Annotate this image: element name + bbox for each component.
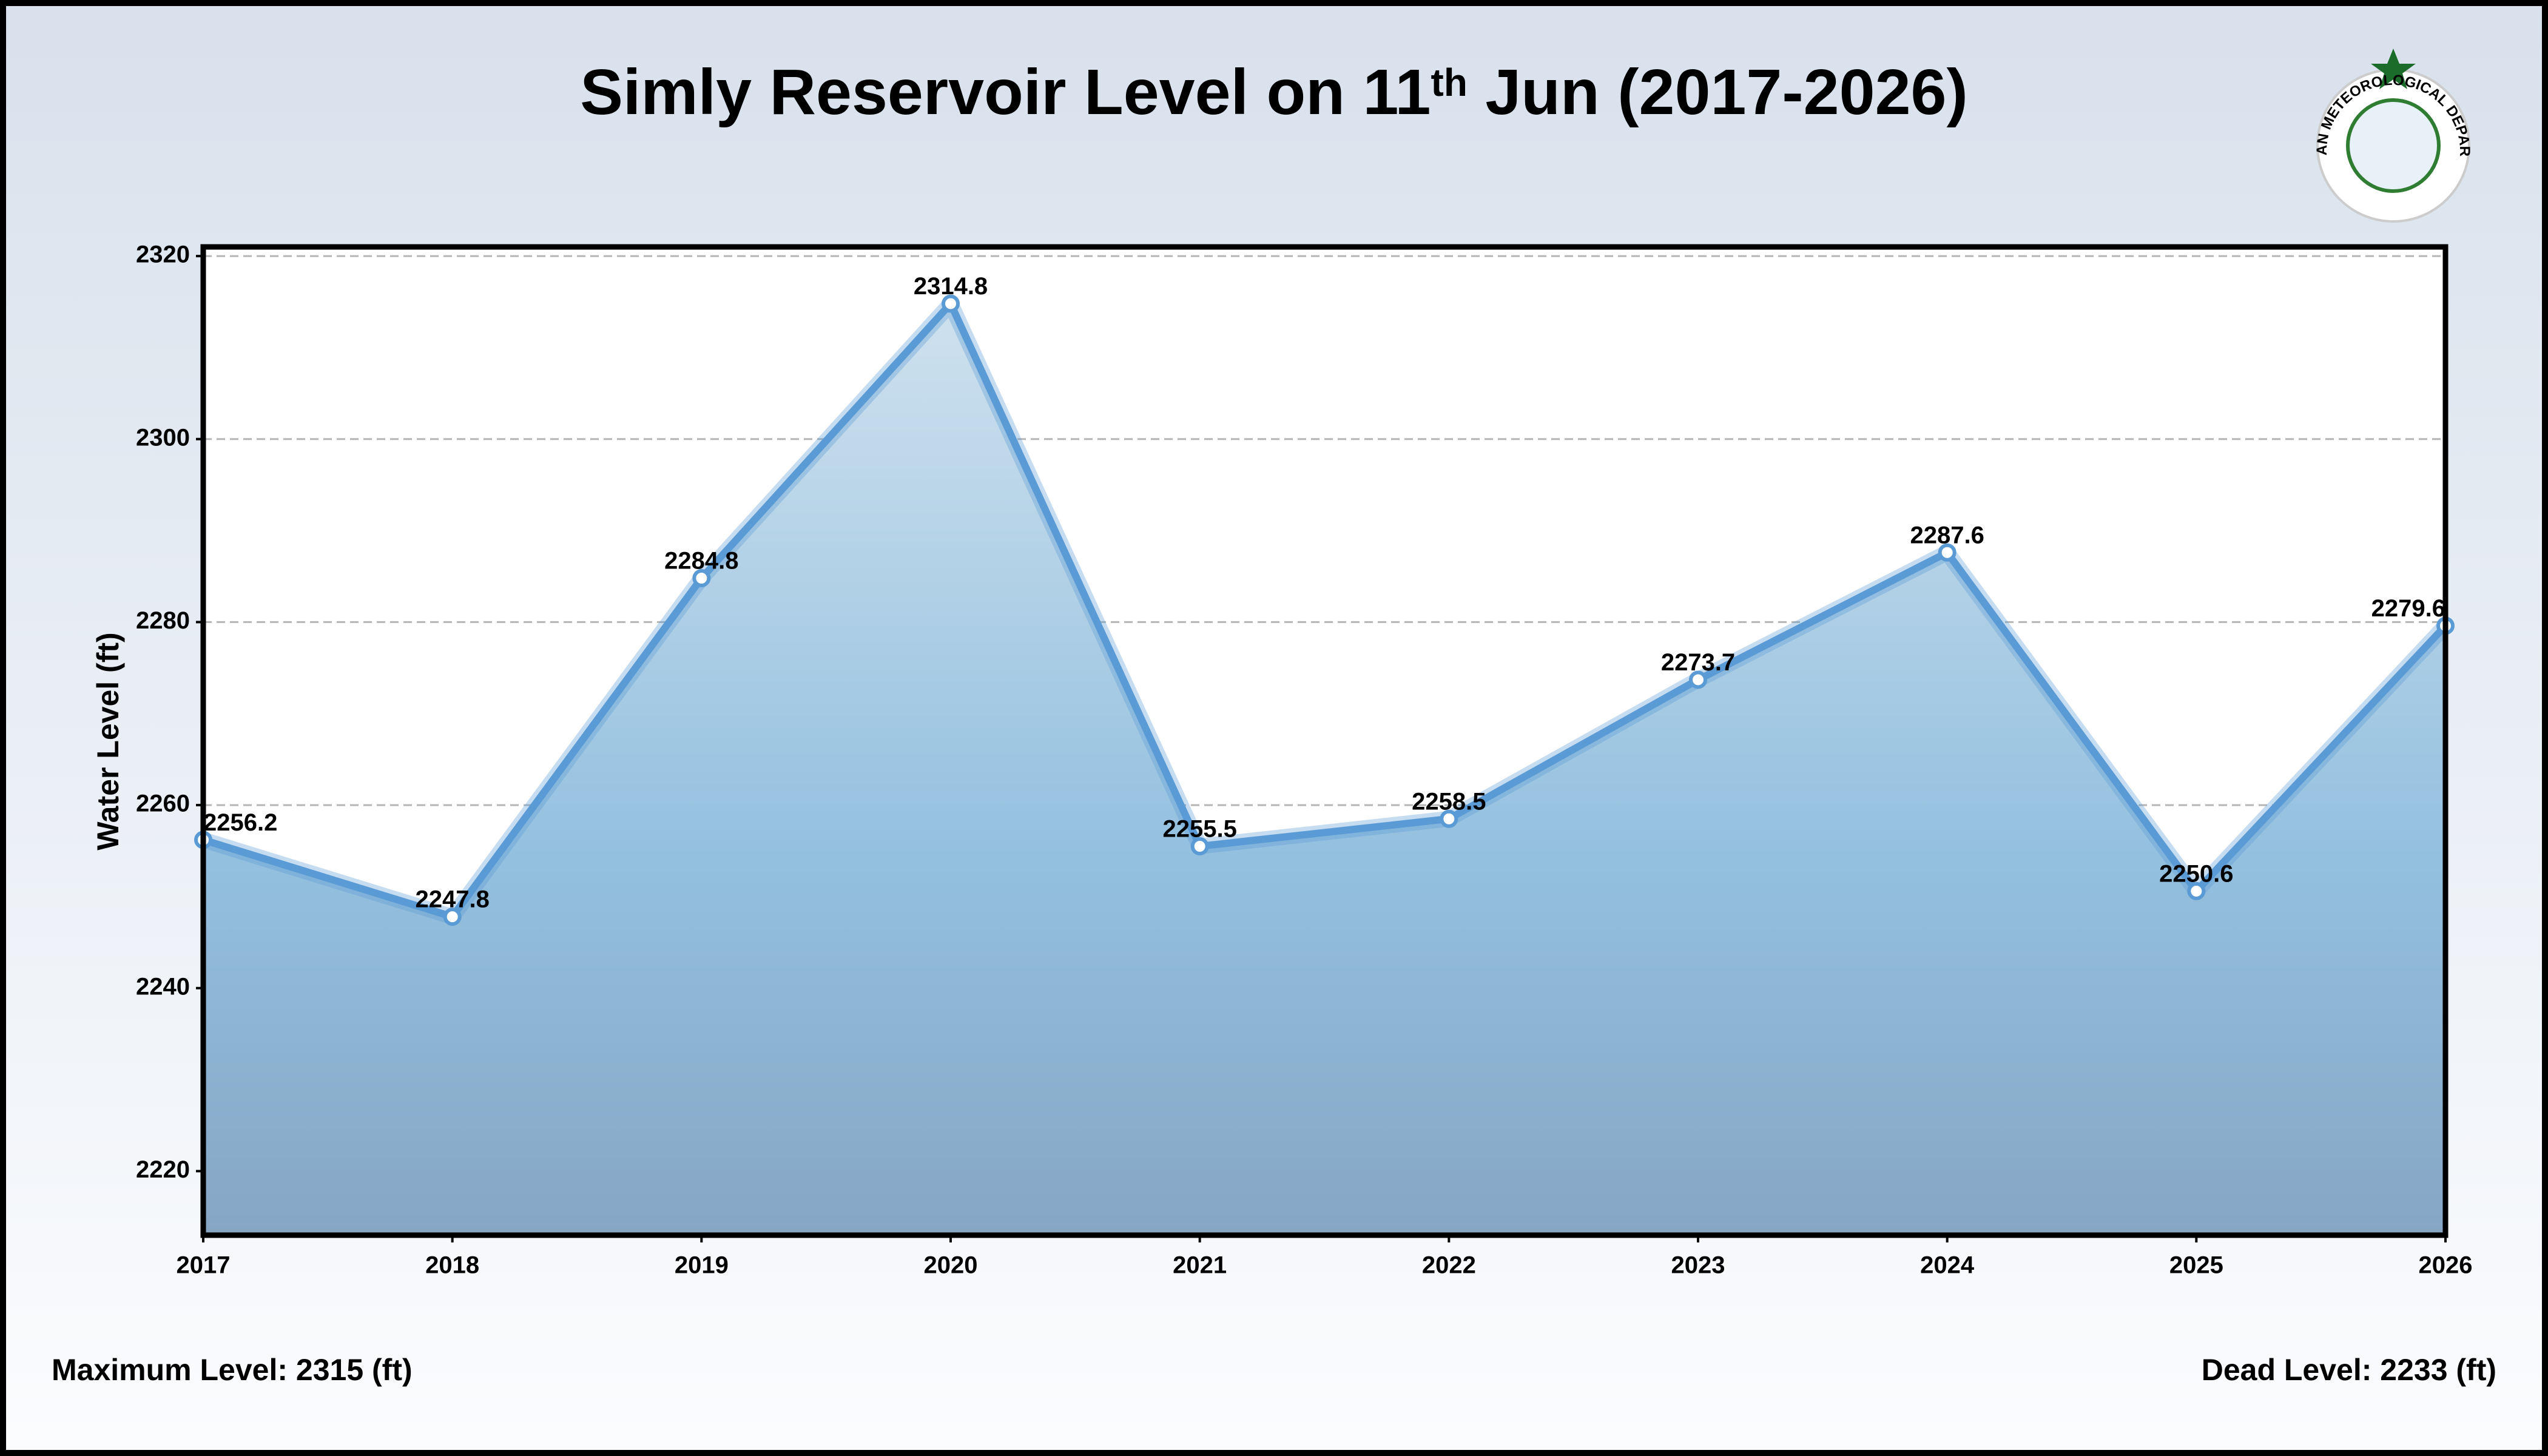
marker (1689, 670, 1707, 689)
title-text: Simly Reservoir Level on 11 (580, 56, 1431, 128)
data-label: 2247.8 (415, 886, 489, 913)
x-tick-label: 2019 (675, 1252, 729, 1279)
data-label: 2284.8 (664, 548, 738, 575)
line (202, 300, 2449, 921)
x-tick-label: 2021 (1173, 1252, 1227, 1279)
series: 2256.2 2247.8 2284.8 2314.8 2255.5 2258.5 2273… (194, 273, 2455, 1236)
marker (2187, 881, 2206, 900)
x-tick-label: 2023 (1671, 1252, 1725, 1279)
y-axis-label: Water Level (ft) (91, 632, 125, 850)
y-tick-label: 2280 (136, 607, 190, 634)
x-tick-label: 2018 (425, 1252, 479, 1279)
y-tick-label: 2220 (136, 1156, 190, 1183)
marker (942, 294, 960, 313)
logo-star (2371, 49, 2416, 89)
data-label: 2258.5 (1412, 788, 1486, 815)
y-tick-label: 2260 (136, 790, 190, 817)
x-tick-label: 2022 (1422, 1252, 1476, 1279)
data-label: 2256.2 (203, 809, 277, 836)
data-label: 2279.6 (2371, 595, 2445, 622)
x-tick-label: 2020 (924, 1252, 978, 1279)
marker (1440, 809, 1458, 828)
footer-right: Dead Level: 2233 (ft) (2202, 1353, 2496, 1387)
x-tick-label: 2026 (2419, 1252, 2473, 1279)
marker (1938, 543, 1956, 562)
plot-frame (200, 244, 2449, 1238)
footer-left: Maximum Level: 2315 (ft) (52, 1353, 413, 1387)
y-tick-label: 2320 (136, 241, 190, 268)
marker (1190, 837, 1209, 855)
title-text: Jun (2017-2026) (1468, 56, 1968, 128)
data-label: 2314.8 (914, 273, 988, 300)
logo-inner (2346, 98, 2441, 193)
chart-title: Simly Reservoir Level on 11th Jun (2017-… (580, 56, 1968, 128)
marker (443, 908, 462, 926)
title-superscript: th (1431, 61, 1468, 104)
y-tick-label: 2240 (136, 973, 190, 1000)
data-label: 2273.7 (1661, 649, 1735, 676)
data-label: 2287.6 (1910, 522, 1984, 548)
x-tick-label: 2025 (2169, 1252, 2223, 1279)
ticks: 2220 2240 2260 2280 2300 2320 2017 2018 2019 2020… (136, 241, 2472, 1279)
data-label: 2255.5 (1162, 816, 1236, 843)
area (203, 303, 2445, 1236)
x-tick-label: 2017 (177, 1252, 231, 1279)
marker (692, 569, 711, 588)
y-tick-label: 2300 (136, 424, 190, 451)
data-label: 2250.6 (2159, 860, 2233, 887)
x-tick-label: 2024 (1920, 1252, 1975, 1279)
